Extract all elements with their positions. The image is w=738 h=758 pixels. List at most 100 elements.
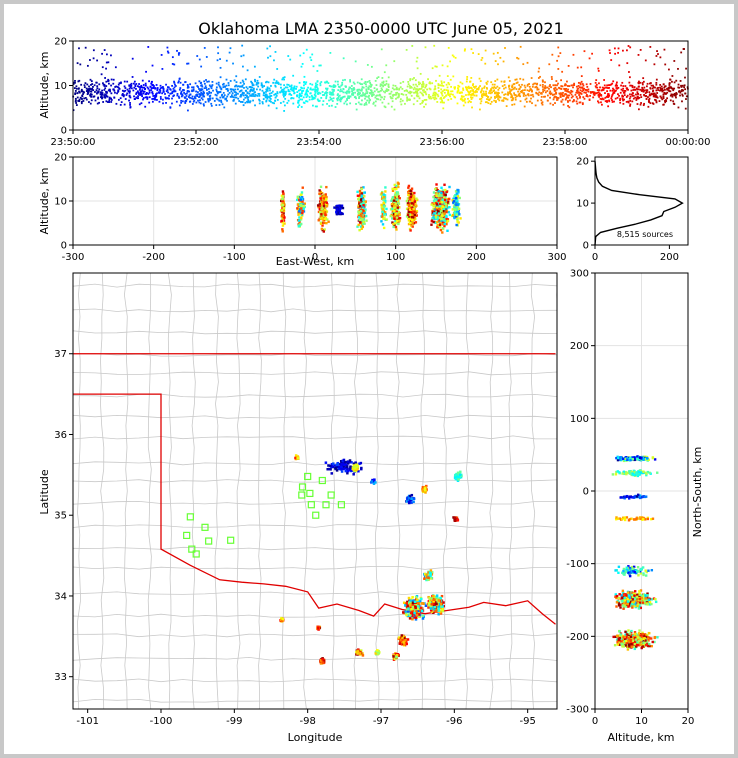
time-height-point <box>110 99 113 101</box>
county-boundary <box>73 414 557 419</box>
time-height-point <box>622 85 625 87</box>
time-height-point <box>218 85 221 88</box>
time-height-point <box>151 100 154 103</box>
time-height-point <box>108 101 111 103</box>
time-height-point <box>570 93 573 96</box>
time-height-point <box>123 85 126 88</box>
time-height-point <box>349 80 351 83</box>
time-height-point <box>476 91 478 93</box>
time-height-point <box>435 65 438 68</box>
time-height-point <box>178 97 181 99</box>
time-height-point <box>74 93 77 95</box>
time-height-point <box>414 79 417 82</box>
time-height-point <box>208 84 211 87</box>
time-height-point <box>461 98 464 101</box>
east-west-point <box>298 204 301 207</box>
time-height-point <box>207 80 210 83</box>
time-height-point <box>564 98 567 101</box>
time-height-point <box>325 87 327 90</box>
time-height-point <box>80 83 83 86</box>
time-height-point <box>337 93 339 96</box>
east-west-point <box>381 208 384 211</box>
time-height-point <box>559 95 562 97</box>
time-height-point <box>554 86 557 89</box>
time-height-point <box>415 90 417 93</box>
plan-view-source <box>415 603 418 607</box>
east-west-point <box>336 209 339 213</box>
time-height-point <box>226 95 229 98</box>
time-height-point <box>254 80 257 83</box>
time-height-point <box>368 85 371 88</box>
time-height-point <box>234 88 237 91</box>
east-west-point <box>321 206 325 209</box>
time-height-point <box>135 87 137 90</box>
time-height-point <box>544 86 547 89</box>
time-height-point <box>180 99 183 102</box>
time-height-point <box>353 82 356 85</box>
time-height-point <box>165 90 168 93</box>
time-height-point <box>625 87 628 90</box>
east-west-point <box>319 197 322 200</box>
time-height-point <box>457 87 459 90</box>
time-height-point <box>591 52 594 55</box>
time-height-point <box>437 87 440 89</box>
time-height-point <box>426 88 428 91</box>
time-height-point <box>471 84 474 87</box>
east-west-point <box>436 226 439 229</box>
plan-view-source <box>405 613 408 617</box>
plan-view-source <box>410 614 414 618</box>
time-height-point <box>225 84 228 87</box>
time-height-point <box>254 91 256 94</box>
time-height-point <box>330 91 333 94</box>
east-west-point <box>433 215 436 218</box>
county-boundary <box>73 352 557 357</box>
time-height-point <box>314 88 317 91</box>
east-west-point <box>320 200 324 204</box>
time-height-point <box>457 88 460 91</box>
time-height-point <box>528 90 531 92</box>
time-height-point <box>559 52 562 55</box>
time-height-point <box>540 102 543 105</box>
time-height-point <box>560 79 562 82</box>
time-height-point <box>660 97 663 99</box>
time-height-point <box>320 97 323 99</box>
time-height-point <box>439 84 441 87</box>
time-height-point <box>599 86 601 89</box>
time-height-point <box>367 96 370 98</box>
time-height-point <box>144 82 147 85</box>
time-height-point <box>575 91 578 94</box>
east-west-point <box>297 207 301 210</box>
time-height-point <box>316 89 319 91</box>
plan-view-source <box>409 604 413 608</box>
time-height-point <box>473 85 475 88</box>
east-west-point <box>408 203 412 206</box>
east-west-point <box>396 219 399 223</box>
time-height-point <box>185 92 188 95</box>
time-height-point <box>530 94 532 97</box>
time-height-point <box>204 85 207 88</box>
time-height-point <box>566 80 568 83</box>
time-height-point <box>288 90 291 93</box>
time-height-point <box>101 89 104 92</box>
plan-view-source <box>411 617 414 621</box>
time-height-point <box>227 84 230 87</box>
east-west-point <box>358 189 362 193</box>
time-height-point <box>115 85 118 88</box>
east-west-point <box>453 211 456 215</box>
time-height-point <box>292 89 295 92</box>
time-height-point <box>553 96 556 99</box>
time-height-point <box>497 95 500 98</box>
time-height-point <box>637 93 640 95</box>
time-height-point <box>227 89 230 92</box>
east-west-point <box>356 194 360 197</box>
time-height-point <box>234 96 237 99</box>
time-height-point <box>585 91 587 94</box>
time-height-point <box>638 80 640 83</box>
time-height-point <box>240 89 243 92</box>
time-height-point <box>489 92 492 95</box>
time-height-point <box>538 67 541 70</box>
time-height-point <box>352 94 355 96</box>
time-height-point <box>640 102 642 104</box>
time-height-point <box>679 80 682 82</box>
time-height-point <box>629 95 632 98</box>
